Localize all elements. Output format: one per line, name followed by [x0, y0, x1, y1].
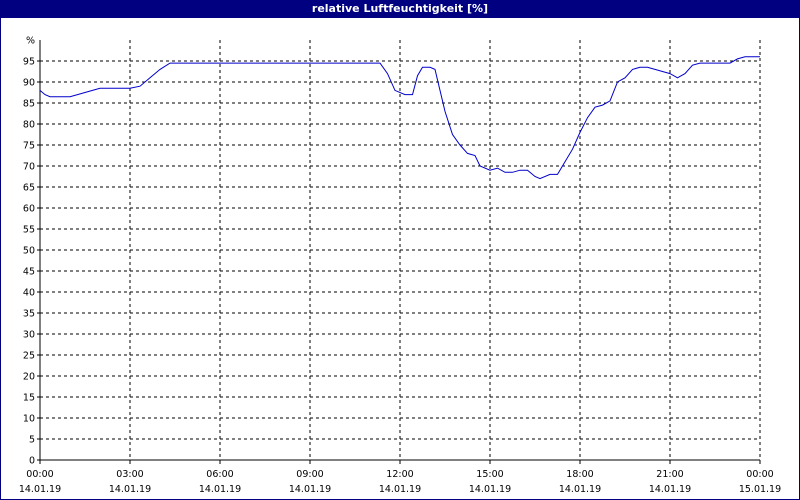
x-tick-time-label: 09:00: [296, 469, 323, 480]
y-tick-label: 35: [23, 309, 35, 320]
x-tick-date-label: 14.01.19: [559, 484, 601, 495]
y-tick-label: 40: [23, 288, 35, 299]
y-axis-unit-label: %: [26, 36, 35, 47]
y-tick-label: 90: [23, 78, 35, 89]
x-tick-date-label: 14.01.19: [19, 484, 61, 495]
humidity-series-line: [39, 56, 760, 180]
y-tick-label: 0: [29, 456, 35, 467]
x-tick-time-label: 06:00: [206, 469, 233, 480]
y-tick-label: 15: [23, 393, 35, 404]
x-tick-time-label: 15:00: [476, 469, 503, 480]
y-tick-label: 85: [23, 99, 35, 110]
y-tick-label: 45: [23, 267, 35, 278]
series-layer: [39, 56, 760, 180]
x-tick-date-label: 14.01.19: [289, 484, 331, 495]
x-tick-date-label: 15.01.19: [739, 484, 781, 495]
y-tick-label: 95: [23, 57, 35, 68]
x-tick-time-label: 12:00: [386, 469, 413, 480]
y-tick-label: 70: [23, 162, 35, 173]
y-tick-label: 75: [23, 141, 35, 152]
x-tick-time-label: 21:00: [656, 469, 683, 480]
y-tick-label: 50: [23, 246, 35, 257]
y-tick-label: 80: [23, 120, 35, 131]
x-tick-time-label: 03:00: [116, 469, 143, 480]
y-tick-label: 60: [23, 204, 35, 215]
y-tick-labels: 0 5 10 15 20 25 30 35 40 45 50 55 60 65 70 75 80 85 90 95%: [23, 36, 35, 467]
x-tick-time-label: 18:00: [566, 469, 593, 480]
axes: [37, 40, 761, 464]
x-tick-time-label: 00:00: [26, 469, 53, 480]
y-tick-label: 65: [23, 183, 35, 194]
y-tick-label: 25: [23, 351, 35, 362]
x-tick-date-label: 14.01.19: [649, 484, 691, 495]
x-tick-date-label: 14.01.19: [199, 484, 241, 495]
x-tick-date-label: 14.01.19: [109, 484, 151, 495]
x-tick-time-label: 00:00: [746, 469, 773, 480]
y-tick-label: 10: [23, 414, 35, 425]
x-tick-date-label: 14.01.19: [469, 484, 511, 495]
x-tick-date-label: 14.01.19: [379, 484, 421, 495]
grid-lines: [40, 40, 761, 460]
y-tick-label: 55: [23, 225, 35, 236]
y-tick-label: 30: [23, 330, 35, 341]
chart-title: relative Luftfeuchtigkeit [%]: [0, 0, 800, 18]
y-tick-label: 20: [23, 372, 35, 383]
y-tick-label: 5: [29, 435, 35, 446]
x-tick-labels: 00:00 14.01.19 03:00 14.01.19 06:00 14.01.19 0…: [19, 469, 781, 495]
